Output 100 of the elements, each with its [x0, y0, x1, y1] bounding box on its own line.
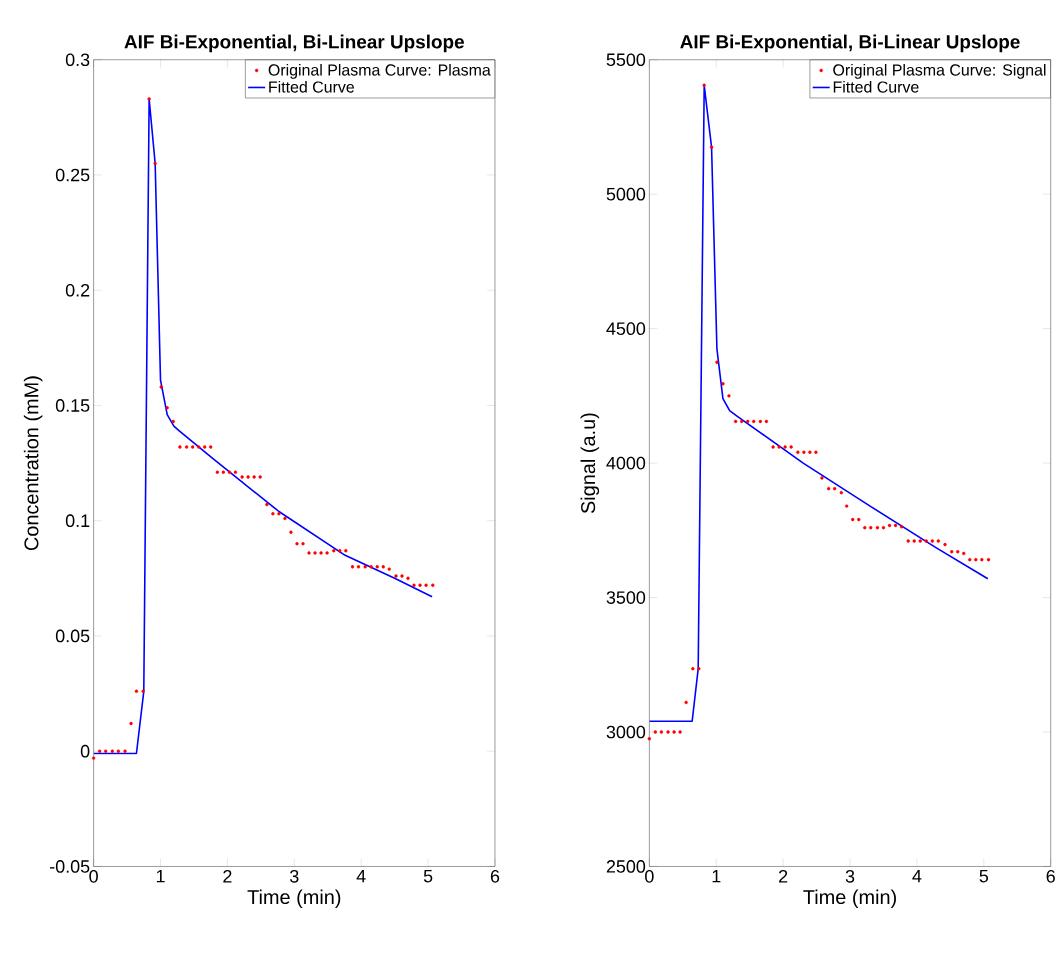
y-tick-label: -0.05	[50, 860, 90, 873]
point	[394, 574, 398, 578]
point	[709, 145, 714, 149]
point	[344, 548, 348, 553]
point	[252, 475, 256, 479]
x-tick-label: 5	[423, 869, 433, 883]
y-tick-label: 0.1	[65, 514, 90, 528]
point	[406, 576, 410, 580]
point	[783, 445, 787, 449]
legend-label: Original Plasma Curve: Plasma	[268, 63, 491, 79]
point	[727, 394, 731, 398]
point	[356, 565, 361, 569]
point	[289, 530, 293, 534]
point	[258, 475, 262, 479]
y-tick-label: 0.25	[55, 168, 90, 182]
x-tick-label: 2	[779, 869, 788, 883]
point	[424, 583, 428, 587]
point	[265, 502, 269, 507]
point	[246, 475, 250, 479]
y-tick-label: 0.2	[65, 283, 90, 297]
point	[678, 730, 682, 734]
point	[814, 450, 818, 454]
point	[857, 517, 861, 522]
point	[943, 542, 947, 547]
x-tick-label: 1	[712, 869, 721, 883]
point	[295, 542, 299, 546]
point	[178, 445, 182, 449]
point	[277, 512, 281, 516]
point	[387, 567, 391, 571]
point	[271, 512, 275, 516]
point	[659, 730, 664, 734]
point	[412, 583, 416, 587]
y-tick-label: 4500	[606, 322, 646, 335]
point	[808, 450, 812, 454]
y-tick-label: 2500	[606, 860, 646, 873]
point	[123, 749, 127, 753]
point	[103, 749, 108, 753]
point	[851, 517, 855, 522]
point	[91, 756, 96, 760]
point	[319, 551, 323, 555]
point	[697, 667, 701, 671]
point	[745, 419, 750, 424]
point	[826, 486, 831, 491]
y-tick-label: 0.3	[65, 53, 90, 67]
point	[400, 574, 404, 578]
point	[301, 542, 305, 546]
point	[190, 445, 195, 449]
point	[771, 445, 775, 449]
chart-title: AIF Bi-Exponential, Bi-Linear Upslope	[680, 34, 1020, 53]
point	[227, 470, 232, 474]
point	[307, 551, 311, 555]
point	[887, 523, 892, 528]
point	[110, 749, 115, 753]
x-tick-label: 3	[290, 869, 299, 883]
point	[986, 557, 991, 562]
point	[844, 504, 849, 508]
point	[839, 490, 844, 495]
point	[702, 83, 706, 87]
point	[350, 565, 355, 569]
point	[924, 539, 928, 543]
point	[875, 525, 880, 530]
x-axis-title: Time (min)	[803, 889, 896, 909]
x-tick-label: 3	[845, 869, 855, 883]
y-axis-title: Signal (a.u)	[580, 413, 600, 514]
x-tick-label: 4	[912, 869, 922, 883]
point	[153, 161, 157, 166]
point	[906, 539, 910, 543]
point	[672, 730, 676, 734]
y-axis-title: Concentration (mM)	[23, 376, 43, 551]
point	[116, 749, 121, 753]
point	[721, 382, 725, 386]
point	[147, 97, 151, 101]
point	[758, 419, 763, 424]
point	[97, 749, 102, 753]
point	[313, 551, 317, 555]
point	[196, 445, 201, 449]
x-tick-label: 6	[490, 869, 500, 883]
point	[240, 475, 244, 479]
point	[283, 516, 287, 521]
point	[899, 525, 904, 529]
line-series	[93, 98, 433, 755]
point	[666, 730, 670, 734]
x-tick-label: 6	[1046, 869, 1055, 883]
point	[832, 486, 837, 491]
point	[968, 557, 972, 562]
point	[129, 721, 133, 726]
point	[184, 445, 189, 449]
point	[363, 565, 367, 569]
point	[715, 360, 719, 364]
x-tick-label: 4	[356, 869, 366, 883]
point	[863, 525, 867, 530]
point	[802, 450, 806, 454]
y-tick-label: 0	[80, 744, 90, 758]
point	[980, 557, 984, 562]
point	[936, 539, 941, 543]
point	[764, 419, 769, 424]
x-axis-title: Time (min)	[247, 889, 341, 909]
legend-label: Fitted Curve	[833, 80, 919, 93]
point	[739, 419, 744, 424]
point	[165, 406, 169, 410]
